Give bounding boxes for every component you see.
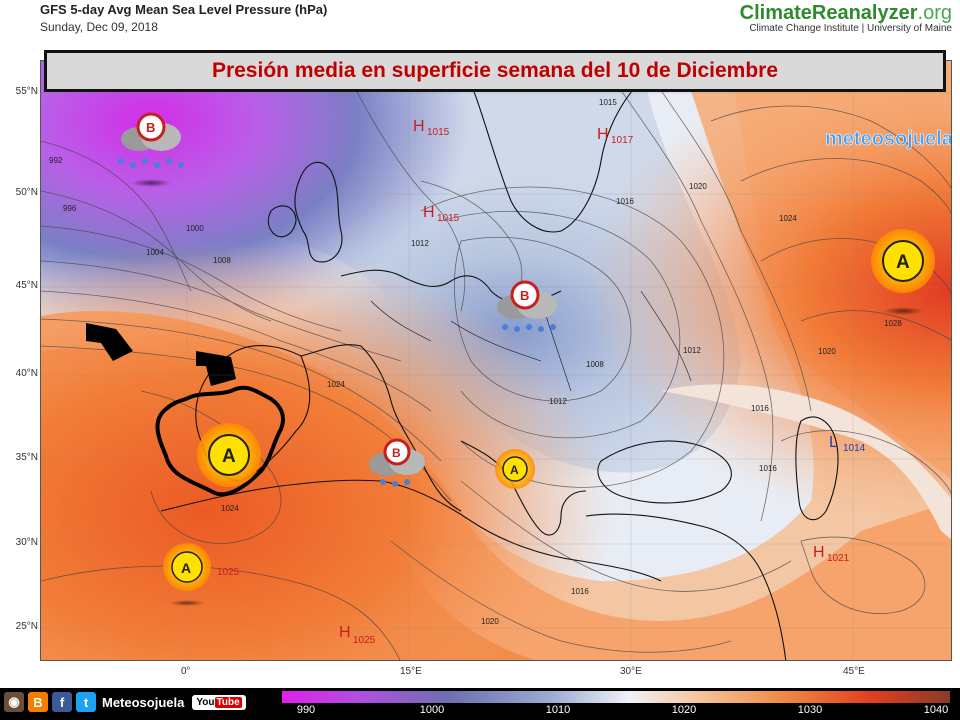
svg-text:1014: 1014 [843,443,866,454]
colorbar-label: 1030 [797,704,823,716]
colorbar-label: 1040 [923,704,949,716]
lat-label: 30°N [15,537,38,548]
isobar-label: 1016 [616,197,634,206]
isobar-label: 1012 [683,346,701,355]
isobar-label: 1004 [146,248,164,257]
lon-label: 15°E [400,666,422,677]
isobar-label: 1020 [689,182,707,191]
isobar-label: 1000 [186,224,204,233]
high-pressure-icon: A [495,449,535,489]
isobar-label: 1016 [759,464,777,473]
facebook-icon[interactable]: f [52,692,72,712]
isobar-label: 1020 [818,347,836,356]
lat-label: 40°N [15,368,38,379]
headline-banner: Presión media en superficie semana del 1… [44,50,946,92]
brand-tld: .org [917,2,952,24]
svg-text:B: B [146,120,155,135]
isobar-label: 1024 [221,504,239,513]
colorbar-label: 1000 [419,704,445,716]
isobar-label: 1016 [571,587,589,596]
headline-text: Presión media en superficie semana del 1… [211,59,779,82]
colorbar-label: 990 [296,704,316,716]
blogger-icon[interactable]: B [28,692,48,712]
svg-text:1015: 1015 [437,213,460,224]
high-pressure-icon: A [163,543,211,606]
lat-label: 55°N [15,86,38,97]
youtube-icon[interactable]: You Tube [192,694,246,710]
social-name: Meteosojuela [102,694,185,710]
high-label: H 1025 [339,624,376,646]
isobar-label: 1016 [751,404,769,413]
brand-logo: ClimateReanalyzer.org Climate Change Ins… [740,2,952,34]
low-label: L 1014 [829,434,866,454]
svg-text:B: B [520,288,529,303]
lat-label: 35°N [15,452,38,463]
isobar-label: 1020 [481,617,499,626]
svg-text:1015: 1015 [427,127,450,138]
colorbar [282,691,950,703]
svg-text:A: A [896,252,910,273]
svg-text:H: H [423,204,435,221]
svg-text:H: H [813,544,825,561]
svg-text:A: A [222,446,236,467]
lat-label: 50°N [15,187,38,198]
instagram-icon[interactable]: ◉ [4,692,24,712]
svg-text:H: H [413,118,425,135]
twitter-icon[interactable]: t [76,692,96,712]
lon-label: 30°E [620,666,642,677]
map-svg: 992 996 1000 1004 1008 1012 1015 1016 10… [41,61,952,660]
low-pressure-icon: B [369,438,425,487]
lat-label: 25°N [15,621,38,632]
chart-date: Sunday, Dec 09, 2018 [40,20,158,34]
isobar-label: 1024 [327,380,345,389]
svg-text:H: H [597,126,609,143]
low-pressure-icon: B [497,280,557,332]
svg-text:B: B [392,446,401,460]
svg-text:L: L [829,434,838,451]
isobar-label: 992 [49,156,63,165]
isobar-label: 1012 [411,239,429,248]
isobar-label: 1008 [213,256,231,265]
brand-subtitle: Climate Change Institute | University of… [749,23,952,34]
high-label: H 1015 [413,118,450,138]
low-pressure-icon: B [118,112,184,187]
svg-text:A: A [510,463,519,477]
isobar-label: 1015 [599,98,617,107]
high-label: H 1015 [423,204,460,224]
pressure-map: 992 996 1000 1004 1008 1012 1015 1016 10… [40,60,952,661]
isobar-label: 1028 [884,319,902,328]
svg-text:1025: 1025 [353,635,376,646]
high-label: H 1017 [597,126,634,146]
svg-text:1021: 1021 [827,553,850,564]
isobar-label: 1012 [549,397,567,406]
high-label: H 1021 [813,544,850,564]
isobar-label: 996 [63,204,77,213]
social-links: ◉ B f t Meteosojuela You Tube [4,692,246,712]
high-pressure-icon: A [871,229,935,315]
high-pressure-icon: A [197,423,261,487]
isobar-label: 1008 [586,360,604,369]
svg-text:1017: 1017 [611,135,634,146]
colorbar-label: 1010 [545,704,571,716]
lon-label: 45°E [843,666,865,677]
isobar-label: 1024 [779,214,797,223]
chart-title: GFS 5-day Avg Mean Sea Level Pressure (h… [40,2,328,17]
lat-label: 45°N [15,280,38,291]
colorbar-label: 1020 [671,704,697,716]
high-icon-value: 1025 [217,567,240,578]
svg-text:A: A [181,560,191,576]
lon-label: 0° [181,666,191,677]
meteosojuela-logo: meteosojuela [825,128,952,150]
svg-text:H: H [339,624,351,641]
brand-main: ClimateReanalyzer [739,2,918,24]
